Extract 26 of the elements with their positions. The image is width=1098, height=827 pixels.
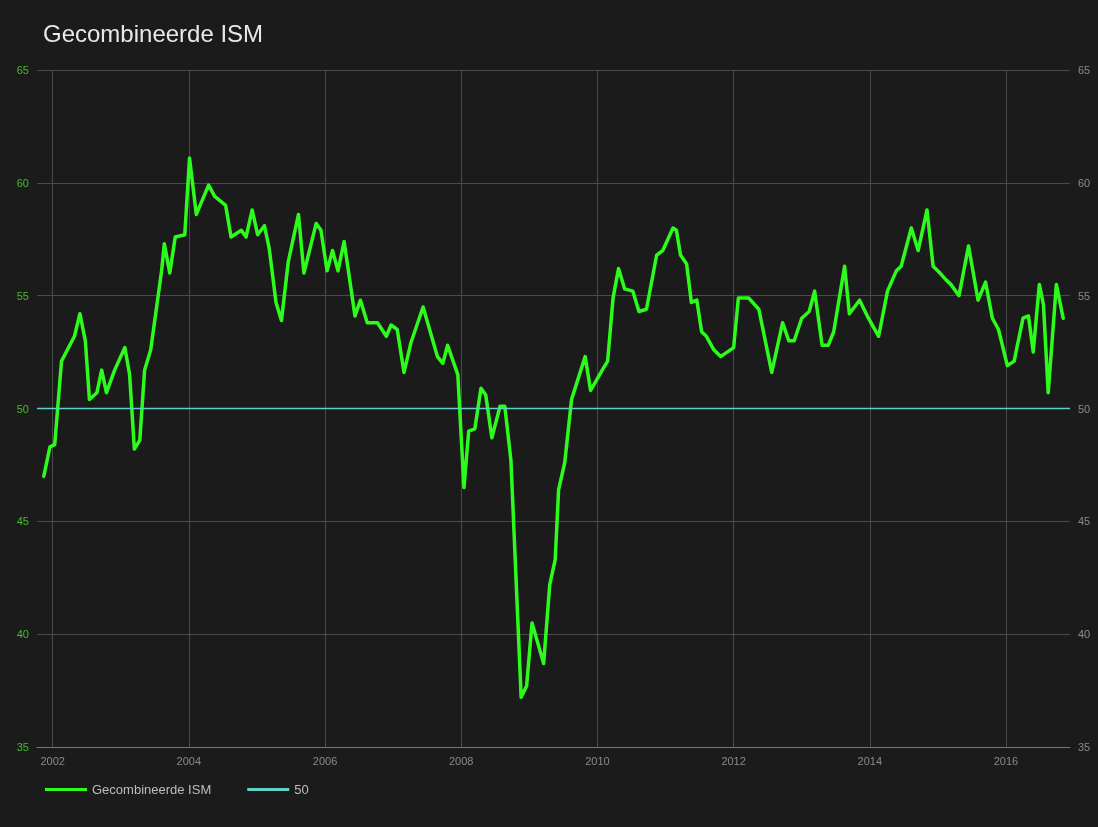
line-series: [42, 156, 1065, 700]
y2-tick-label: 45: [1078, 515, 1091, 528]
y2-tick-label: 55: [1078, 289, 1091, 302]
y-tick-label: 55: [16, 289, 29, 302]
y2-tick-label: 40: [1078, 628, 1091, 641]
y-tick-label: 35: [16, 741, 29, 753]
y-tick-label: 60: [16, 176, 29, 189]
x-tick-label: 2006: [312, 754, 338, 767]
x-tick-label: 2002: [40, 754, 65, 767]
y-tick-label: 45: [16, 515, 29, 528]
x-tick-label: 2008: [448, 754, 474, 767]
chart-title: Gecombineerde ISM: [43, 19, 264, 47]
legend-label: 50: [294, 782, 309, 797]
y-tick-label: 50: [16, 402, 29, 415]
y2-tick-label: 50: [1078, 402, 1091, 415]
y2-tick-label: 35: [1078, 741, 1091, 753]
x-tick-label: 2014: [857, 754, 883, 767]
y-tick-label: 65: [16, 64, 29, 76]
x-tick-label: 2004: [176, 754, 202, 767]
x-tick-label: 2016: [993, 754, 1019, 767]
y2-tick-label: 60: [1078, 176, 1091, 189]
legend-label: Gecombineerde ISM: [92, 782, 212, 797]
x-tick-label: 2010: [585, 754, 610, 767]
y2-tick-label: 65: [1078, 64, 1091, 76]
x-tick-label: 2012: [721, 754, 746, 767]
y-tick-label: 40: [16, 628, 29, 641]
